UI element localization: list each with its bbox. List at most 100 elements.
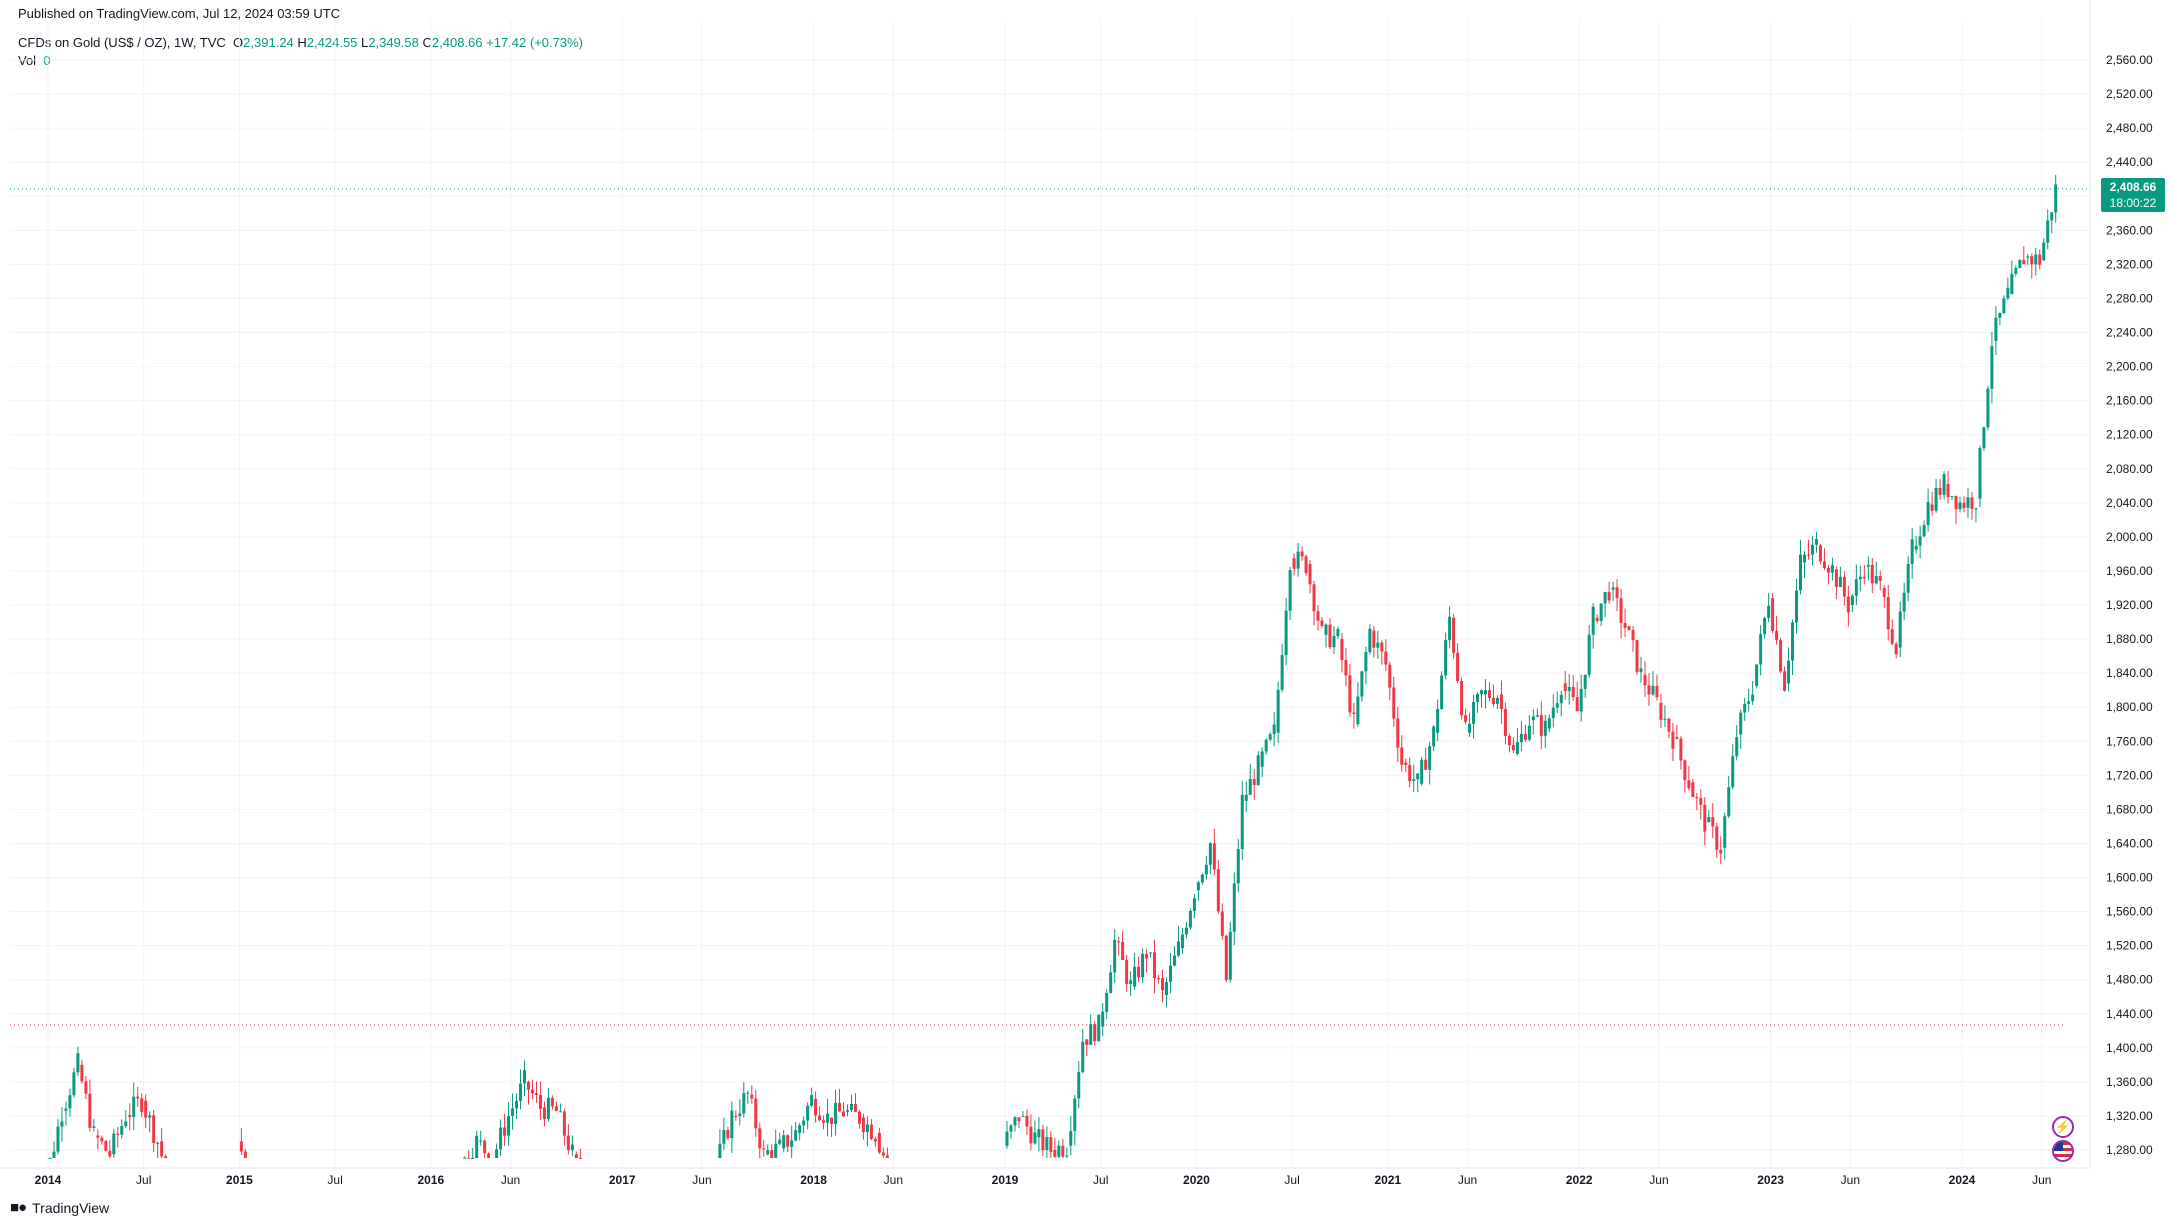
candle-up (507, 1115, 511, 1136)
tradingview-branding[interactable]: ■● TradingView (10, 1199, 109, 1216)
candle-down (1328, 624, 1332, 648)
candle-down (1571, 687, 1575, 698)
candle-down (2022, 260, 2026, 265)
lightning-icon[interactable]: ⚡ (2052, 1116, 2074, 1138)
candle-down (1886, 597, 1890, 630)
candle-down (1212, 843, 1216, 870)
candle-up (1468, 723, 1472, 733)
candle-down (1452, 617, 1456, 653)
candle-down (861, 1117, 865, 1133)
bar-countdown: 18:00:22 (2109, 196, 2157, 210)
candle-up (718, 1143, 722, 1158)
candle-up (1651, 685, 1655, 695)
candle-up (1802, 554, 1806, 563)
candle-down (734, 1115, 738, 1117)
candle-up (1611, 587, 1615, 590)
candle-up (2006, 287, 2010, 299)
x-tick-label: 2021 (1374, 1173, 1401, 1187)
candle-up (738, 1113, 742, 1116)
y-tick-label: 1,920.00 (2106, 598, 2153, 612)
candle-down (754, 1098, 758, 1129)
candle-up (1527, 725, 1531, 740)
candle-up (1814, 539, 1818, 545)
candle-down (1025, 1115, 1029, 1127)
candle-up (1918, 536, 1922, 546)
candle-down (1679, 738, 1683, 761)
candle-up (2002, 298, 2006, 313)
candle-up (1990, 346, 1994, 389)
candle-down (1643, 674, 1647, 686)
candle-down (2038, 254, 2042, 265)
y-tick-label: 1,760.00 (2106, 734, 2153, 748)
candle-up (1567, 687, 1571, 691)
candle-up (1480, 690, 1484, 695)
candle-up (1013, 1117, 1017, 1126)
candle-up (1763, 617, 1767, 635)
candle-down (144, 1100, 148, 1118)
candle-up (798, 1125, 802, 1133)
price-axis: 2,560.002,520.002,480.002,440.002,400.00… (2089, 0, 2153, 1168)
candle-up (1902, 592, 1906, 612)
candle-up (1440, 675, 1444, 710)
us-flag-icon[interactable] (2052, 1140, 2074, 1162)
candle-up (52, 1151, 56, 1158)
candle-up (56, 1126, 60, 1152)
candle-down (1316, 611, 1320, 621)
candle-up (48, 1158, 52, 1159)
candle-up (806, 1105, 810, 1121)
candle-down (762, 1148, 766, 1150)
candle-down (822, 1120, 826, 1123)
candle-up (1360, 671, 1364, 697)
candle-down (1623, 623, 1627, 629)
legend-symbol[interactable]: CFDs on Gold (US$ / OZ), 1W, TVC (18, 35, 226, 50)
candle-up (76, 1053, 80, 1073)
x-tick-label: Jun (1458, 1173, 1477, 1187)
candle-up (810, 1095, 814, 1106)
legend-low-label: L (361, 35, 369, 50)
candle-up (515, 1100, 519, 1109)
x-tick-label: 2014 (35, 1173, 62, 1187)
tradingview-logo-icon: ■● (10, 1199, 27, 1216)
candle-down (1938, 487, 1942, 495)
candle-down (88, 1093, 92, 1128)
candle-up (802, 1120, 806, 1126)
candle-down (885, 1155, 889, 1158)
candle-down (1061, 1145, 1065, 1157)
candle-up (790, 1140, 794, 1147)
candle-up (1743, 703, 1747, 713)
candle-down (1320, 620, 1324, 626)
candle-down (578, 1158, 582, 1159)
candle-down (1711, 817, 1715, 827)
y-tick-label: 2,040.00 (2106, 496, 2153, 510)
candle-down (1667, 718, 1671, 732)
candle-down (1595, 617, 1599, 621)
candle-down (877, 1132, 881, 1153)
candle-up (2026, 256, 2030, 258)
candle-up (112, 1133, 116, 1155)
published-caption: Published on TradingView.com, Jul 12, 20… (18, 6, 341, 21)
candle-up (1141, 953, 1145, 978)
candle-up (1105, 993, 1109, 1012)
candle-down (1683, 760, 1687, 781)
candle-down (1842, 576, 1846, 597)
candle-up (1476, 694, 1480, 702)
candle-up (1982, 427, 1986, 448)
reference-lines (10, 188, 2088, 1026)
candle-down (1870, 564, 1874, 584)
candle-up (1192, 898, 1196, 911)
candle-up (1268, 734, 1272, 740)
candle-up (1113, 939, 1117, 973)
candle-up (64, 1108, 68, 1111)
candle-up (1583, 674, 1587, 689)
y-tick-label: 2,240.00 (2106, 326, 2153, 340)
candle-up (1986, 388, 1990, 428)
candle-down (1216, 869, 1220, 912)
candle-up (1021, 1115, 1025, 1117)
candle-down (1499, 694, 1503, 709)
y-tick-label: 1,400.00 (2106, 1041, 2153, 1055)
x-tick-label: Jun (884, 1173, 903, 1187)
candle-down (1890, 629, 1894, 644)
y-tick-label: 1,880.00 (2106, 632, 2153, 646)
candle-up (1336, 629, 1340, 637)
